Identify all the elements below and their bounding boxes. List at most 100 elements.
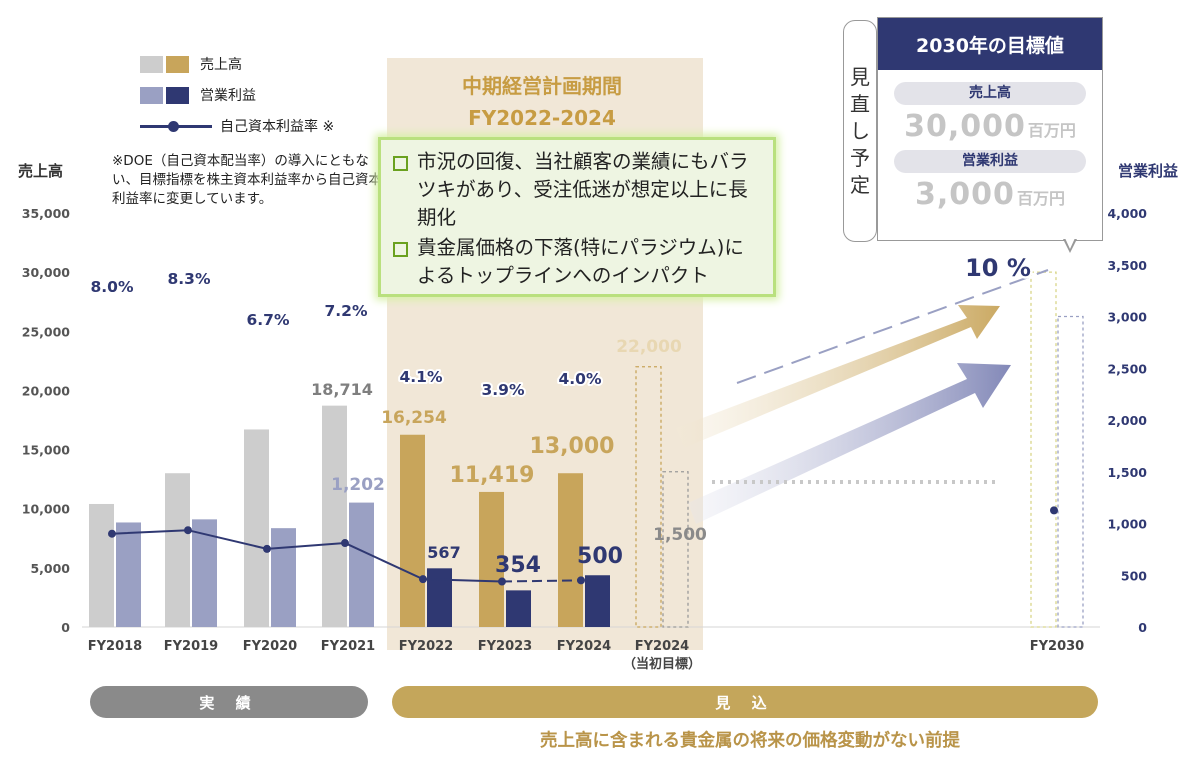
target-profit: 3,000 百万円: [878, 177, 1102, 212]
profit-bar: [116, 522, 141, 627]
bullet-text: 市況の回復、当社顧客の業績にもバラツキがあり、受注低迷が想定以上に長期化: [417, 148, 763, 232]
review-char: 予: [850, 145, 870, 172]
roe-label: 8.0%: [91, 278, 134, 296]
category-label: FY2030: [1030, 639, 1084, 654]
profit-value-label: 1,202: [331, 475, 385, 495]
target-sales-value: 30,000: [904, 109, 1026, 144]
category-label: FY2024: [635, 639, 689, 654]
roe-point: [577, 576, 585, 584]
legend-label-profit: 営業利益: [200, 85, 256, 105]
premise-note: 売上高に含まれる貴金属の将来の価格変動がない前提: [470, 727, 1030, 752]
profit-bar: [585, 575, 610, 627]
category-label: FY2022: [399, 639, 453, 654]
target-profit-value: 3,000: [915, 177, 1015, 212]
sales-bar: [400, 435, 425, 627]
category-label: FY2020: [243, 639, 297, 654]
profit-value-label: 354: [495, 553, 541, 578]
roe-label: 8.3%: [168, 270, 211, 288]
profit-bar: [271, 528, 296, 627]
roe-point: [498, 578, 506, 586]
square-bullet-icon: [393, 156, 408, 171]
target-sales-label: 売上高: [894, 82, 1086, 105]
right-tick-label: 3,000: [1107, 310, 1147, 325]
category-label: （当初目標）: [623, 656, 701, 672]
legend-item-roe: 自己資本利益率 ※: [140, 112, 334, 140]
risk-bullets-box: 市況の回復、当社顧客の業績にもバラツキがあり、受注低迷が想定以上に長期化 貴金属…: [378, 137, 776, 297]
profit-growth-arrow: [688, 363, 1011, 524]
target-sales: 30,000 百万円: [878, 109, 1102, 144]
mid-term-title: 中期経営計画期間 FY2022-2024: [387, 70, 697, 134]
sales-value-label: 11,419: [450, 463, 535, 488]
profit-value-label: 500: [577, 544, 623, 569]
target-profit-unit: 百万円: [1017, 189, 1065, 208]
right-tick-label: 500: [1121, 568, 1147, 583]
profit-bar: [506, 590, 531, 627]
roe-point: [1050, 506, 1058, 514]
target-sales-unit: 百万円: [1028, 121, 1076, 140]
bullet-item: 貴金属価格の下落(特にパラジウム)によるトップラインへのインパクト: [393, 234, 763, 290]
left-tick-label: 5,000: [30, 561, 70, 576]
legend: 売上高 営業利益 自己資本利益率 ※: [140, 50, 334, 143]
legend-item-sales: 売上高: [140, 50, 334, 78]
profit-bar-target: [1058, 317, 1083, 628]
roe-point: [263, 545, 271, 553]
roe-point: [341, 539, 349, 547]
sales-bar-target: [1031, 272, 1056, 627]
profit-value-label: 567: [427, 543, 460, 562]
review-char: し: [850, 118, 870, 145]
right-tick-label: 2,500: [1107, 361, 1147, 376]
right-tick-label: 1,500: [1107, 465, 1147, 480]
profit-bar: [349, 503, 374, 627]
left-tick-label: 10,000: [22, 502, 71, 517]
roe-label: 10 %: [965, 254, 1031, 282]
roe-point: [108, 530, 116, 538]
category-label: FY2018: [88, 639, 142, 654]
bullet-text: 貴金属価格の下落(特にパラジウム)によるトップラインへのインパクト: [417, 234, 763, 290]
roe-label: 3.9%: [482, 381, 525, 399]
roe-label: 4.1%: [400, 368, 443, 386]
review-char: 直: [850, 91, 870, 118]
mid-term-title-line2: FY2022-2024: [387, 102, 697, 134]
category-label: FY2023: [478, 639, 532, 654]
forecast-period-bar: 見 込: [392, 686, 1098, 718]
right-tick-label: 0: [1138, 620, 1147, 635]
sales-bar: [244, 429, 269, 627]
right-axis-title: 営業利益: [1118, 160, 1178, 181]
bullet-item: 市況の回復、当社顧客の業績にもバラツキがあり、受注低迷が想定以上に長期化: [393, 148, 763, 232]
legend-item-profit: 営業利益: [140, 81, 334, 109]
sales-value-label: 16,254: [381, 408, 447, 428]
target-profit-label: 営業利益: [894, 150, 1086, 173]
sales-bar: [322, 406, 347, 627]
sales-value-label: 13,000: [530, 434, 615, 459]
left-tick-label: 0: [61, 620, 70, 635]
mid-term-title-line1: 中期経営計画期間: [387, 70, 697, 102]
category-label: FY2024: [557, 639, 611, 654]
review-planned-label: 見直し予定: [843, 20, 877, 242]
sales-bar: [165, 473, 190, 627]
legend-swatch-roe: [140, 118, 212, 135]
sales-bar: [89, 504, 114, 627]
review-char: 定: [850, 172, 870, 199]
callout-tail-fill: [1065, 238, 1075, 249]
legend-label-roe: 自己資本利益率 ※: [220, 116, 334, 136]
left-tick-label: 30,000: [22, 265, 71, 280]
review-char: 見: [850, 64, 870, 91]
profit-value-label: 1,500: [653, 525, 707, 545]
roe-label: 4.0%: [559, 370, 602, 388]
roe-label: 6.7%: [247, 311, 290, 329]
category-label: FY2021: [321, 639, 375, 654]
doe-note: ※DOE（自己資本配当率）の導入にともない、目標指標を株主資本利益率から自己資本…: [112, 152, 382, 209]
target-2030-panel: 2030年の目標値 売上高 30,000 百万円 営業利益 3,000 百万円: [877, 17, 1103, 241]
sales-value-label: 22,000: [616, 337, 682, 357]
right-tick-label: 1,000: [1107, 517, 1147, 532]
sales-growth-arrow: [676, 305, 1000, 448]
roe-point: [419, 575, 427, 583]
left-tick-label: 20,000: [22, 383, 71, 398]
square-bullet-icon: [393, 242, 408, 257]
left-tick-label: 35,000: [22, 206, 71, 221]
legend-swatch-sales-forecast: [166, 56, 189, 73]
left-axis-title: 売上高: [18, 160, 63, 181]
roe-point: [184, 526, 192, 534]
profit-bar: [427, 568, 452, 627]
roe-label: 7.2%: [325, 302, 368, 320]
